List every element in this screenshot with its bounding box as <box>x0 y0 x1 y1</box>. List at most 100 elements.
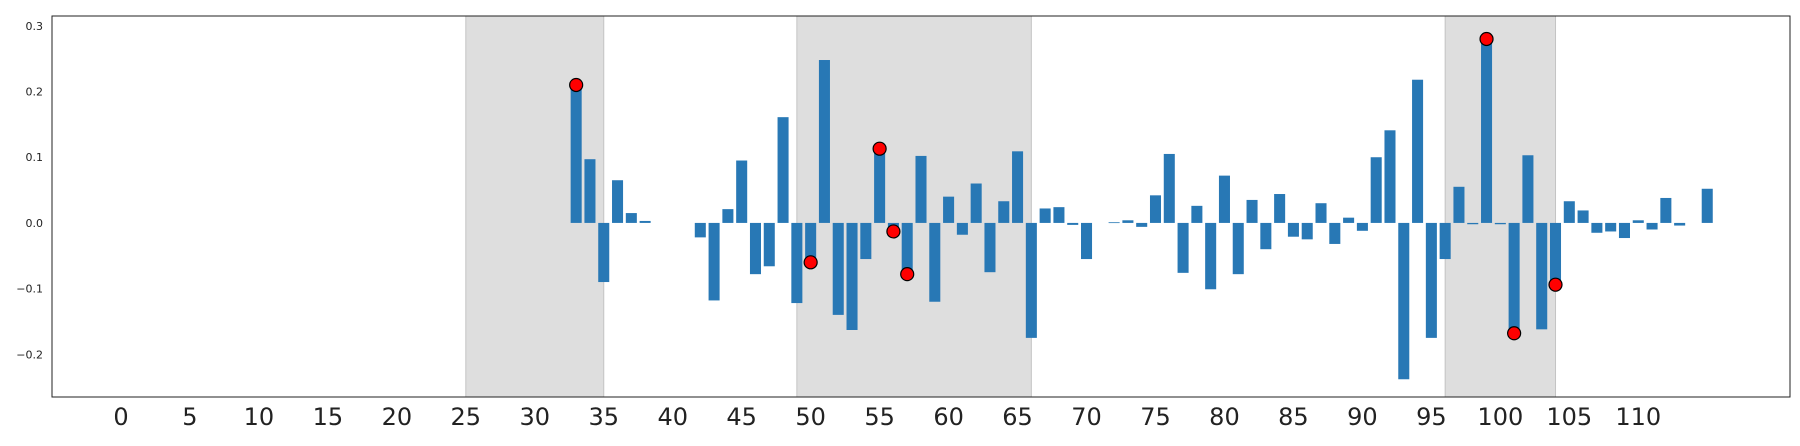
bar-109 <box>1618 222 1630 239</box>
bar-89 <box>1343 217 1355 223</box>
bar-96 <box>1439 222 1451 260</box>
bar-72 <box>1108 222 1120 224</box>
highlight-point-1 <box>803 255 818 270</box>
bar-45 <box>736 160 748 223</box>
bar-66 <box>1025 222 1037 338</box>
bar-37 <box>625 213 637 223</box>
y-tick-label: −0.1 <box>16 283 43 296</box>
x-tick-label: 20 <box>382 403 413 431</box>
bar-60 <box>943 196 955 223</box>
x-tick-label: 95 <box>1416 403 1447 431</box>
bar-50 <box>805 222 817 262</box>
bar-78 <box>1191 205 1203 223</box>
x-axis-ticks: 0 5 10 15 20 25 30 35 40 45 50 55 60 65 70 75 80 85 90 95 10… <box>113 403 1661 431</box>
x-tick-label: 85 <box>1278 403 1309 431</box>
bar-111 <box>1646 222 1658 230</box>
bar-70 <box>1081 222 1093 260</box>
x-tick-label: 70 <box>1071 403 1102 431</box>
x-tick-label: 10 <box>244 403 275 431</box>
bar-101 <box>1508 222 1520 334</box>
bar-35 <box>598 222 610 283</box>
bar-82 <box>1246 199 1258 223</box>
bar-74 <box>1136 222 1148 227</box>
highlight-point-3 <box>886 224 901 239</box>
x-tick-label: 35 <box>588 403 619 431</box>
bar-90 <box>1356 222 1368 231</box>
bar-43 <box>708 222 720 301</box>
x-tick-label: 50 <box>795 403 826 431</box>
bar-59 <box>929 222 941 302</box>
bar-93 <box>1398 222 1410 380</box>
bar-76 <box>1163 153 1175 223</box>
shaded-region-1 <box>796 15 1032 398</box>
bar-84 <box>1274 194 1286 223</box>
highlight-point-5 <box>1479 31 1494 47</box>
x-tick-label: 60 <box>933 403 964 431</box>
bar-95 <box>1425 222 1437 338</box>
bar-49 <box>791 222 803 304</box>
bars <box>570 38 1713 380</box>
bar-38 <box>639 220 651 223</box>
x-tick-label: 55 <box>864 403 895 431</box>
bar-98 <box>1467 222 1479 225</box>
x-tick-label: 100 <box>1477 403 1523 431</box>
y-tick-label: 0.0 <box>26 217 44 230</box>
bar-100 <box>1494 222 1506 225</box>
bar-34 <box>584 159 596 223</box>
bar-107 <box>1591 222 1603 233</box>
bar-83 <box>1260 222 1272 250</box>
bar-52 <box>832 222 844 315</box>
bar-106 <box>1577 210 1589 223</box>
x-tick-label: 65 <box>1002 403 1033 431</box>
bar-86 <box>1301 222 1313 240</box>
bar-58 <box>915 155 927 223</box>
bar-73 <box>1122 220 1134 223</box>
shaded-region-0 <box>465 15 605 398</box>
bar-104 <box>1549 222 1562 283</box>
x-tick-label: 15 <box>313 403 344 431</box>
bar-57 <box>901 222 913 277</box>
bar-75 <box>1149 195 1162 223</box>
bar-115 <box>1701 188 1713 223</box>
bar-44 <box>722 209 734 223</box>
bar-46 <box>749 222 761 275</box>
y-tick-label: −0.2 <box>16 348 43 361</box>
highlight-point-6 <box>1507 326 1522 341</box>
bar-51 <box>818 60 830 223</box>
bar-61 <box>956 222 968 235</box>
bar-80 <box>1218 175 1230 223</box>
bar-94 <box>1412 79 1424 223</box>
bar-99 <box>1481 38 1493 223</box>
bar-55 <box>874 149 886 223</box>
bar-91 <box>1370 157 1382 223</box>
bar-64 <box>998 201 1010 223</box>
bar-92 <box>1384 130 1396 223</box>
x-tick-label: 90 <box>1347 403 1378 431</box>
x-tick-label: 45 <box>726 403 757 431</box>
y-tick-label: 0.2 <box>26 86 44 99</box>
x-tick-label: 25 <box>451 403 482 431</box>
x-tick-label: 75 <box>1140 403 1171 431</box>
bar-87 <box>1315 203 1327 223</box>
y-tick-label: 0.3 <box>26 20 44 33</box>
plot-frame <box>51 15 1791 398</box>
bar-67 <box>1039 208 1051 223</box>
bar-65 <box>1012 151 1024 223</box>
bar-97 <box>1453 186 1465 223</box>
bar-62 <box>970 183 982 223</box>
bar-77 <box>1177 222 1189 273</box>
bar-81 <box>1232 222 1244 275</box>
bar-79 <box>1205 222 1217 290</box>
x-tick-label: 105 <box>1546 403 1592 431</box>
highlight-point-0 <box>569 77 584 93</box>
bar-110 <box>1632 220 1644 223</box>
x-tick-label: 5 <box>182 403 197 431</box>
highlight-point-4 <box>900 267 915 282</box>
bar-113 <box>1674 222 1686 226</box>
y-axis-ticks: −0.2 −0.1 0.0 0.1 0.2 0.3 <box>16 20 43 361</box>
bar-63 <box>984 222 996 273</box>
bar-53 <box>846 222 858 330</box>
bar-42 <box>694 222 706 238</box>
